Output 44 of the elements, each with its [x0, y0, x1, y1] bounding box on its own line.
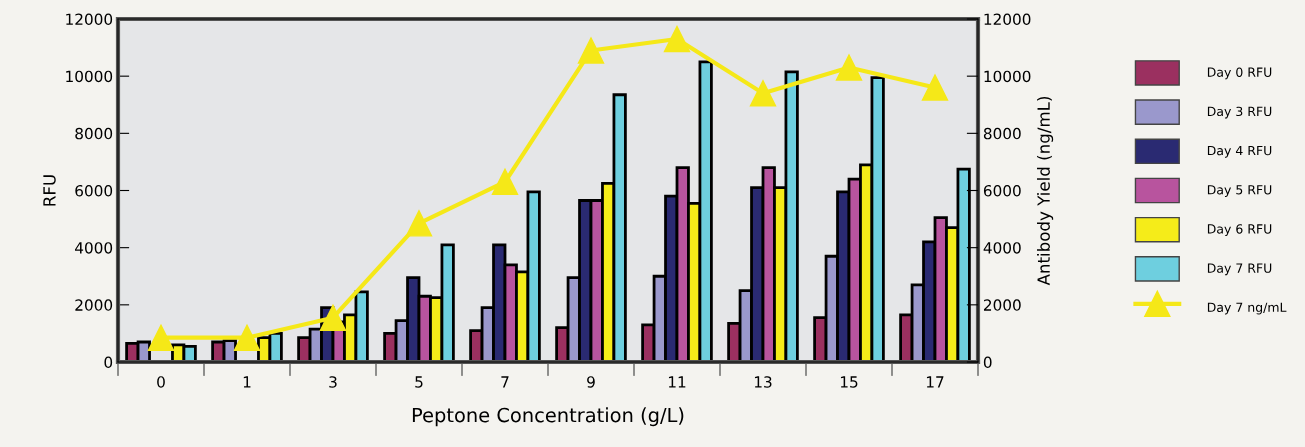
y-tick-label: 10000 — [66, 70, 113, 83]
y2-tick-label: 2000 — [983, 299, 1021, 311]
point — [233, 324, 261, 351]
y2-axis-title: Antibody Yield (ng/mL) — [1037, 96, 1054, 286]
legend-label: Day 7 RFU — [1207, 263, 1272, 276]
legend-label: Day 0 RFU — [1207, 67, 1272, 80]
y2-tick-label: 8000 — [983, 127, 1021, 140]
legend-label: Day 4 RFU — [1207, 145, 1272, 158]
x-tick-label: 3 — [329, 376, 337, 388]
x-tick-label: 15 — [840, 376, 858, 388]
point — [835, 54, 863, 81]
y-tick-label: 2000 — [75, 299, 113, 311]
y-axis-title: RFU — [43, 175, 56, 206]
x-tick-label: 17 — [926, 376, 944, 388]
point — [147, 324, 175, 351]
y2-tick-label: 4000 — [983, 242, 1021, 254]
point — [663, 25, 691, 53]
y-tick-label: 6000 — [75, 184, 113, 197]
x-tick-label: 0 — [157, 376, 165, 388]
y-tick-label: 12000 — [66, 13, 113, 26]
legend-label: Day 6 RFU — [1207, 224, 1272, 237]
y2-tick-label: 12000 — [984, 13, 1031, 26]
y-tick-label: 8000 — [75, 127, 113, 140]
legend-label: Day 7 ng/mL — [1207, 302, 1287, 315]
point — [319, 304, 347, 331]
x-tick-label: 11 — [668, 376, 686, 388]
point — [749, 80, 777, 107]
x-tick-label: 7 — [501, 376, 509, 388]
x-axis-title: Peptone Concentration (g/L) — [412, 407, 684, 427]
y-tick-label: 0 — [104, 356, 113, 369]
y2-tick-label: 10000 — [984, 70, 1031, 83]
point — [491, 168, 519, 196]
x-tick-label: 9 — [587, 376, 595, 388]
y2-tick-label: 6000 — [983, 184, 1021, 197]
point — [921, 74, 949, 101]
y-tick-label: 4000 — [75, 242, 113, 254]
y2-tick-label: 0 — [983, 356, 992, 369]
x-tick-label: 1 — [243, 376, 251, 388]
x-tick-label: 5 — [415, 376, 423, 388]
point — [405, 210, 433, 237]
x-tick-label: 13 — [754, 376, 772, 388]
legend-label: Day 3 RFU — [1207, 106, 1272, 119]
legend-label: Day 5 RFU — [1207, 185, 1272, 197]
point — [577, 37, 605, 64]
